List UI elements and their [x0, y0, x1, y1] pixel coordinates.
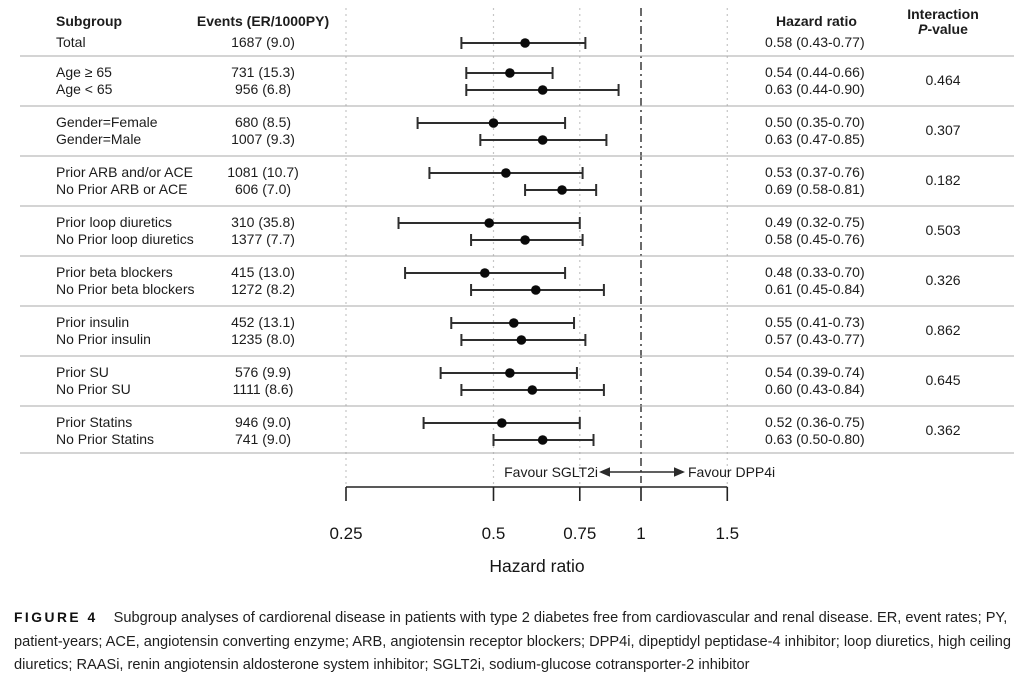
hazard-ratio-value: 0.58 (0.45-0.76)	[765, 231, 865, 247]
subgroup-label: Gender=Male	[56, 131, 142, 147]
events-value: 956 (6.8)	[234, 81, 292, 97]
subgroup-label: Age < 65	[56, 81, 113, 97]
hazard-ratio-value: 0.48 (0.33-0.70)	[765, 264, 865, 280]
events-value: 680 (8.5)	[234, 114, 292, 130]
hazard-ratio-value: 0.63 (0.47-0.85)	[765, 131, 865, 147]
point-estimate	[480, 268, 490, 278]
subgroup-label: Total	[56, 34, 86, 50]
point-estimate	[537, 435, 548, 445]
subgroup-label: Gender=Female	[56, 114, 158, 130]
point-estimate	[505, 368, 515, 378]
hazard-ratio-value: 0.57 (0.43-0.77)	[765, 331, 865, 347]
favour-arrow-left-head	[599, 467, 610, 477]
subgroup-label: Prior Statins	[56, 414, 133, 430]
subgroup-label: Age ≥ 65	[56, 64, 112, 80]
point-estimate	[508, 318, 519, 328]
hazard-ratio-value: 0.61 (0.45-0.84)	[765, 281, 865, 297]
point-estimate	[497, 418, 507, 428]
events-value: 452 (13.1)	[231, 314, 295, 330]
subgroup-label: Prior insulin	[56, 314, 130, 330]
subgroup-label: Prior loop diuretics	[56, 214, 172, 230]
point-estimate	[537, 85, 548, 95]
figure-caption-text: Subgroup analyses of cardiorenal disease…	[14, 610, 1011, 674]
interaction-p-value: 0.464	[925, 72, 961, 88]
point-estimate	[527, 385, 538, 395]
events-value: 1272 (8.2)	[231, 281, 295, 297]
hazard-ratio-value: 0.63 (0.44-0.90)	[765, 81, 865, 97]
subgroup-label: No Prior beta blockers	[56, 281, 195, 297]
hazard-ratio-value: 0.53 (0.37-0.76)	[765, 164, 865, 180]
x-axis-title: Hazard ratio	[489, 556, 585, 576]
point-estimate	[531, 285, 541, 295]
events-value: 1687 (9.0)	[231, 34, 295, 50]
subgroup-label: No Prior ARB or ACE	[56, 181, 188, 197]
events-value: 606 (7.0)	[234, 181, 292, 197]
events-value: 576 (9.9)	[234, 364, 292, 380]
hazard-ratio-value: 0.60 (0.43-0.84)	[765, 381, 865, 397]
subgroup-label: Prior ARB and/or ACE	[56, 164, 193, 180]
figure-caption-label: FIGURE 4	[14, 610, 98, 625]
interaction-p-value: 0.307	[925, 122, 961, 138]
column-header-interaction-line2: P-value	[918, 21, 968, 38]
interaction-p-value: 0.362	[925, 422, 961, 438]
interaction-p-value: 0.503	[925, 222, 961, 238]
subgroup-label: Prior SU	[56, 364, 109, 380]
point-estimate	[516, 335, 527, 345]
hazard-ratio-value: 0.52 (0.36-0.75)	[765, 414, 865, 430]
point-estimate	[520, 235, 530, 245]
forest-plot-canvas	[20, 8, 1014, 501]
point-estimate	[484, 218, 494, 228]
hazard-ratio-value: 0.49 (0.32-0.75)	[765, 214, 865, 230]
point-estimate	[520, 38, 530, 48]
hazard-ratio-value: 0.55 (0.41-0.73)	[765, 314, 865, 330]
events-value: 1007 (9.3)	[231, 131, 295, 147]
column-header-interaction-line1: Interaction	[907, 6, 979, 22]
column-header-hazard-ratio: Hazard ratio	[776, 13, 857, 29]
events-value: 415 (13.0)	[231, 264, 295, 280]
interaction-p-value: 0.645	[925, 372, 961, 388]
events-value: 731 (15.3)	[231, 64, 295, 80]
point-estimate	[537, 135, 548, 145]
subgroup-label: No Prior loop diuretics	[56, 231, 194, 247]
hazard-ratio-value: 0.69 (0.58-0.81)	[765, 181, 865, 197]
hazard-ratio-value: 0.54 (0.44-0.66)	[765, 64, 865, 80]
point-estimate	[505, 68, 515, 78]
hazard-ratio-value: 0.58 (0.43-0.77)	[765, 34, 865, 50]
favour-right-label: Favour DPP4i	[688, 464, 776, 480]
figure-caption: FIGURE 4 Subgroup analyses of cardiorenal…	[14, 606, 1016, 678]
column-header-events: Events (ER/1000PY)	[196, 13, 330, 29]
subgroup-label: No Prior insulin	[56, 331, 151, 347]
x-axis-tick-label: 0.75	[563, 524, 597, 543]
subgroup-label: No Prior SU	[56, 381, 131, 397]
events-value: 1377 (7.7)	[231, 231, 295, 247]
events-value: 1235 (8.0)	[231, 331, 295, 347]
column-header-subgroup: Subgroup	[56, 13, 123, 29]
point-estimate	[488, 118, 499, 128]
events-value: 1111 (8.6)	[232, 381, 294, 397]
x-axis-tick-label: 1.5	[715, 524, 740, 543]
subgroup-label: No Prior Statins	[56, 431, 155, 447]
hazard-ratio-value: 0.63 (0.50-0.80)	[765, 431, 865, 447]
favour-left-label: Favour SGLT2i	[504, 464, 598, 480]
point-estimate	[557, 185, 567, 195]
hazard-ratio-value: 0.50 (0.35-0.70)	[765, 114, 865, 130]
interaction-p-rest: -value	[927, 21, 968, 37]
x-axis-tick-label: 0.25	[329, 524, 363, 543]
favour-arrow-right-head	[674, 467, 685, 477]
events-value: 741 (9.0)	[234, 431, 292, 447]
events-value: 946 (9.0)	[234, 414, 292, 430]
x-axis-tick-label: 1	[636, 524, 646, 543]
events-value: 1081 (10.7)	[227, 164, 299, 180]
interaction-p-value: 0.862	[925, 322, 961, 338]
interaction-p-value: 0.182	[925, 172, 961, 188]
hazard-ratio-value: 0.54 (0.39-0.74)	[765, 364, 865, 380]
events-value: 310 (35.8)	[231, 214, 295, 230]
interaction-p-value: 0.326	[925, 272, 961, 288]
x-axis-tick-label: 0.5	[481, 524, 506, 543]
point-estimate	[501, 168, 511, 178]
subgroup-label: Prior beta blockers	[56, 264, 173, 280]
interaction-p-italic: P	[918, 21, 928, 37]
